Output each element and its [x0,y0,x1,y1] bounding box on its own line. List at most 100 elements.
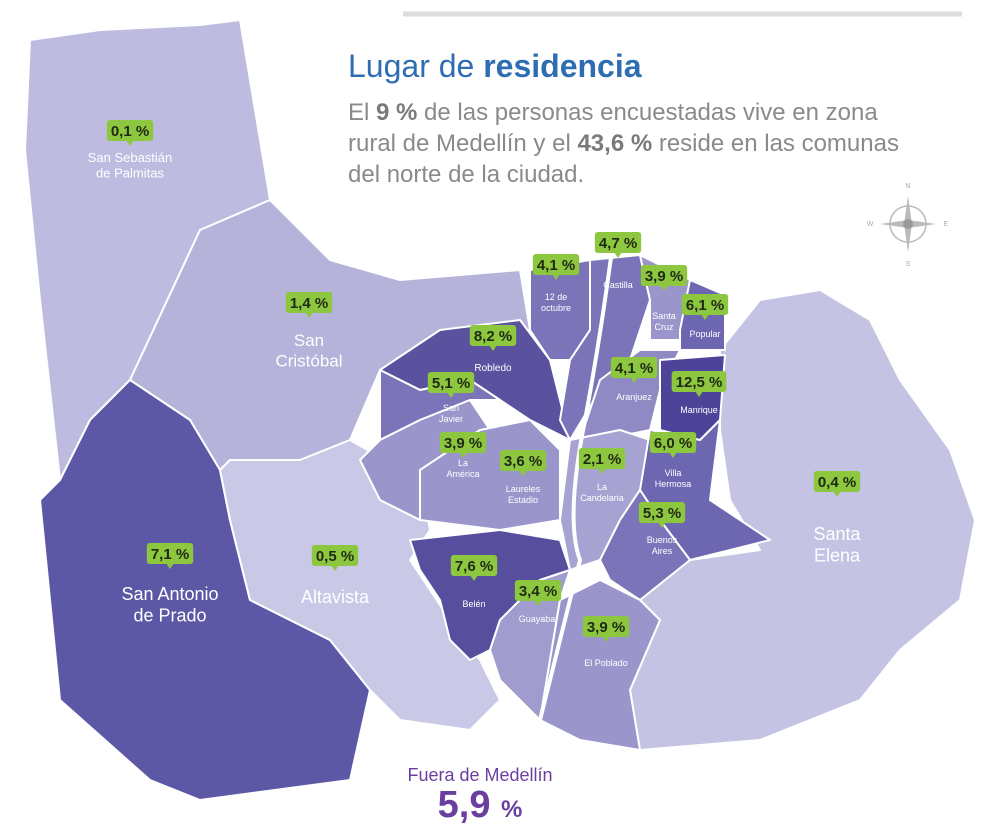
pin: 5,1 % [427,372,475,398]
pin-pointer [489,345,497,351]
pin-box [649,432,697,453]
pin-pointer [614,252,622,258]
compass: N S E W [867,183,949,268]
region [599,489,691,601]
pin-pointer [833,491,841,497]
region-value: 4,1 % [537,257,575,274]
region-value: 4,7 % [599,235,637,252]
region-name: Manrique [680,405,718,415]
pin: 6,1 % [681,294,729,320]
region-value: 3,6 % [504,453,542,470]
pin-pointer [598,468,606,474]
region-value: 5,1 % [432,375,470,392]
pin-box [640,265,688,286]
pin: 5,3 % [638,502,686,528]
pin: 3,6 % [499,450,547,476]
region-name: El Poblado [584,658,628,668]
pin-box [311,545,359,566]
region-name: Aires [652,546,673,556]
pin-box [532,254,580,275]
pin-pointer [658,522,666,528]
region-value: 2,1 % [583,451,621,468]
pin: 3,4 % [514,580,562,606]
pin-box [450,555,498,576]
region-value: 6,0 % [654,435,692,452]
region-name: Santa [813,524,861,544]
description-text: de las personas encuestadas vive en zona… [348,99,885,157]
region-name: Popular [689,329,720,339]
title-emphasis: residencia [483,48,642,84]
region [629,289,976,751]
title-prefix: Lugar de [348,48,475,84]
pin-box [427,372,475,393]
footer-caption: Fuera de Medellín [407,765,553,785]
footer-number: 5,9 [437,784,491,826]
pin-pointer [470,575,478,581]
region-value: 7,6 % [455,558,493,575]
pin-pointer [305,312,313,318]
pin-pointer [447,392,455,398]
pin-box [469,325,517,346]
footer: Fuera de Medellín 5,9 % [380,765,580,829]
pin: 0,4 % [813,471,861,497]
pin: 3,9 % [439,432,487,458]
pin-box [594,232,642,253]
pin: 6,0 % [649,432,697,458]
region-name: La [458,458,468,468]
pin-pointer [695,391,703,397]
pin: 2,1 % [578,448,626,474]
region-value: 6,1 % [686,297,724,314]
pin-pointer [552,274,560,280]
header: Lugar de residencia El 9 % de las person… [348,48,948,190]
pin-pointer [126,140,134,146]
pin: 4,1 % [532,254,580,280]
region-name: Santa [652,311,676,321]
pin-pointer [519,470,527,476]
description: El 9 % de las personas encuestadas vive … [348,97,918,190]
pin-box [499,450,547,471]
region-value: 3,9 % [587,619,625,636]
region-name: 12 de [545,292,568,302]
description-highlight: 43,6 % [577,130,653,157]
pin-pointer [630,377,638,383]
pin-pointer [331,565,339,571]
pin: 7,6 % [450,555,498,581]
pin: 4,7 % [594,232,642,258]
region-name: Cristóbal [275,351,342,370]
region-name: San [294,331,324,350]
region-value: 3,9 % [645,268,683,285]
compass-n: N [905,183,910,190]
pin: 3,9 % [640,265,688,291]
pin-box [146,543,194,564]
footer-value: 5,9 % [380,786,580,829]
pin-pointer [669,452,677,458]
pin: 0,5 % [311,545,359,571]
region-value: 5,3 % [643,505,681,522]
pin: 0,1 % [106,120,154,146]
region-name: San [443,403,459,413]
region-value: 0,1 % [111,123,149,140]
region-name: Elena [814,546,861,566]
region-name: octubre [541,303,571,313]
pin-box [671,371,727,392]
title: Lugar de residencia [348,48,948,85]
region-name: Castilla [603,280,633,290]
region-value: 8,2 % [474,328,512,345]
river [538,249,614,721]
pin-pointer [166,563,174,569]
region-name: de Prado [133,606,206,626]
region-value: 1,4 % [290,295,328,312]
region-value: 12,5 % [676,374,723,391]
pin-box [285,292,333,313]
pin-pointer [459,452,467,458]
pin: 3,9 % [582,616,630,642]
pin: 12,5 % [671,371,727,397]
region-name: San Antonio [121,584,218,604]
pin: 4,1 % [610,357,658,383]
pin: 8,2 % [469,325,517,351]
pin-pointer [701,314,709,320]
compass-e: E [944,221,949,228]
region-value: 0,4 % [818,474,856,491]
compass-w: W [867,221,874,228]
footer-unit: % [501,796,523,823]
